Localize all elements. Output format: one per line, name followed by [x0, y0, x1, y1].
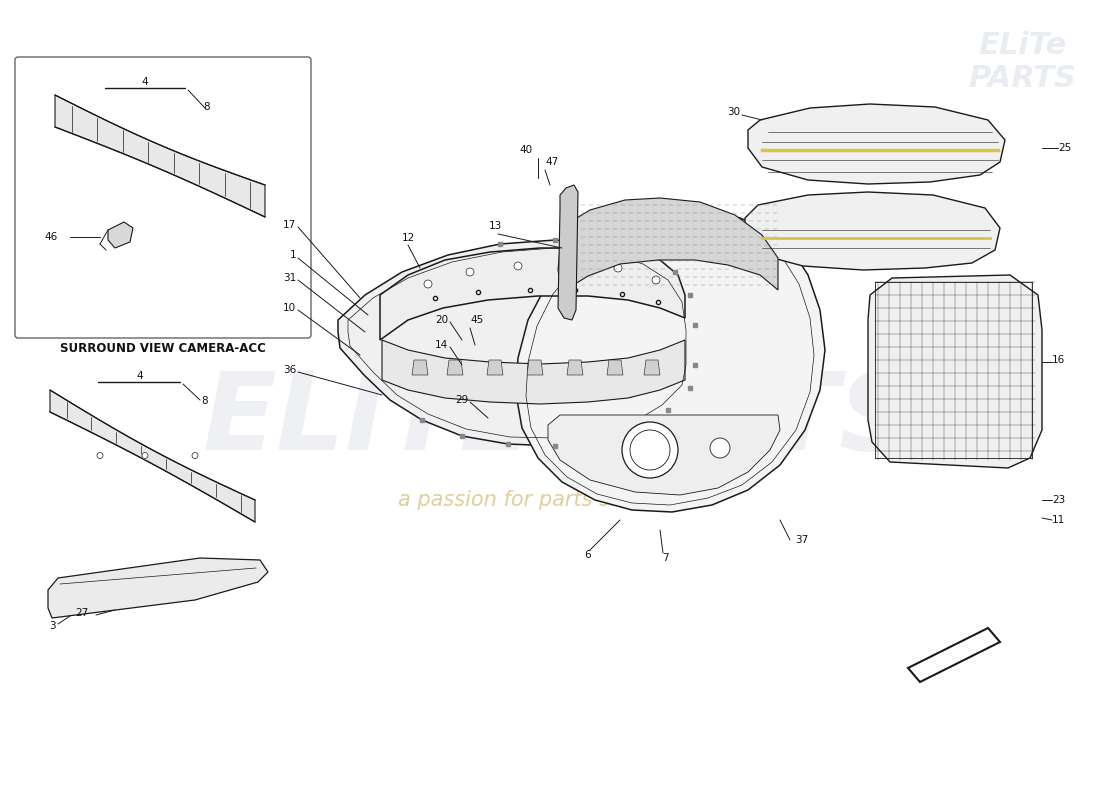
Text: 46: 46: [45, 232, 58, 242]
Polygon shape: [745, 192, 1000, 270]
Text: 16: 16: [1052, 355, 1065, 365]
Text: 8: 8: [204, 102, 210, 112]
Text: 25: 25: [1058, 143, 1071, 153]
Text: 4: 4: [136, 371, 143, 381]
Circle shape: [564, 260, 572, 268]
Text: 20: 20: [434, 315, 448, 325]
Text: ELITEPARTS: ELITEPARTS: [202, 367, 917, 473]
Polygon shape: [487, 360, 503, 375]
Text: SURROUND VIEW CAMERA-ACC: SURROUND VIEW CAMERA-ACC: [60, 342, 266, 355]
Polygon shape: [55, 95, 265, 217]
Text: 1: 1: [289, 250, 296, 260]
Polygon shape: [338, 240, 695, 446]
Polygon shape: [382, 340, 685, 404]
Text: 14: 14: [434, 340, 448, 350]
Text: a passion for parts since 1985: a passion for parts since 1985: [397, 490, 713, 510]
Text: ELiTe
PARTS: ELiTe PARTS: [968, 30, 1076, 94]
Polygon shape: [447, 360, 463, 375]
Text: 36: 36: [283, 365, 296, 375]
Text: 40: 40: [520, 145, 534, 155]
Circle shape: [424, 280, 432, 288]
Polygon shape: [516, 214, 825, 512]
Text: 47: 47: [544, 157, 558, 167]
Polygon shape: [644, 360, 660, 375]
Circle shape: [142, 453, 148, 458]
Polygon shape: [868, 275, 1042, 468]
Polygon shape: [412, 360, 428, 375]
Polygon shape: [558, 185, 578, 320]
Text: 11: 11: [1052, 515, 1065, 525]
Circle shape: [652, 276, 660, 284]
Text: 45: 45: [470, 315, 483, 325]
Text: 8: 8: [201, 396, 208, 406]
Polygon shape: [48, 558, 268, 618]
Circle shape: [192, 453, 198, 458]
Text: 37: 37: [795, 535, 808, 545]
Polygon shape: [527, 360, 543, 375]
Polygon shape: [548, 415, 780, 495]
Polygon shape: [908, 628, 1000, 682]
Text: 30: 30: [727, 107, 740, 117]
Circle shape: [614, 264, 622, 272]
Polygon shape: [108, 222, 133, 248]
Polygon shape: [566, 360, 583, 375]
FancyBboxPatch shape: [15, 57, 311, 338]
Text: 31: 31: [283, 273, 296, 283]
Text: 29: 29: [454, 395, 467, 405]
Text: 6: 6: [585, 550, 592, 560]
Text: 12: 12: [402, 233, 415, 243]
Polygon shape: [379, 248, 685, 340]
Text: 27: 27: [75, 608, 88, 618]
Text: 4: 4: [142, 77, 148, 87]
Polygon shape: [607, 360, 623, 375]
Circle shape: [466, 268, 474, 276]
Text: 17: 17: [283, 220, 296, 230]
Text: 23: 23: [1052, 495, 1065, 505]
Circle shape: [710, 438, 730, 458]
Circle shape: [621, 422, 678, 478]
Circle shape: [514, 262, 522, 270]
Text: 7: 7: [662, 553, 669, 563]
Polygon shape: [558, 198, 778, 292]
Circle shape: [97, 453, 103, 458]
Text: 10: 10: [283, 303, 296, 313]
Text: 3: 3: [50, 621, 56, 631]
Text: 13: 13: [488, 221, 502, 231]
Polygon shape: [748, 104, 1005, 184]
Polygon shape: [50, 390, 255, 522]
Circle shape: [630, 430, 670, 470]
